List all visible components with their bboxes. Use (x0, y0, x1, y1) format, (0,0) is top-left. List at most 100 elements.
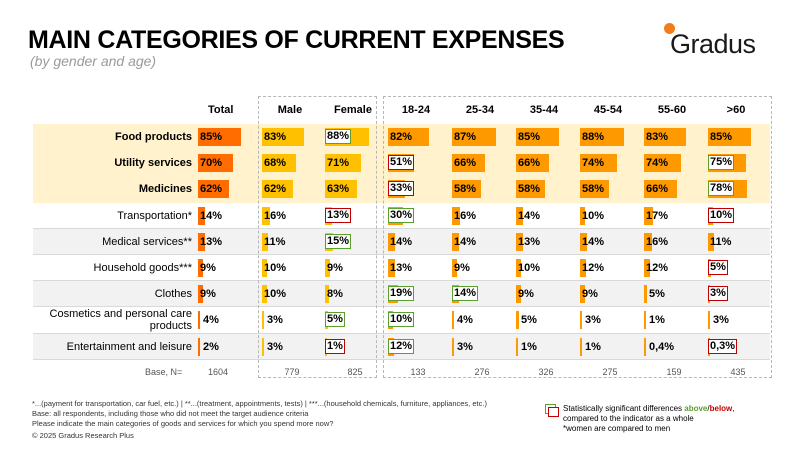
value-label: 51% (388, 155, 415, 171)
data-cell: 33% (388, 180, 448, 199)
value-label: 10% (264, 288, 287, 301)
value-bar (452, 259, 457, 277)
legend-above: above (684, 404, 708, 413)
data-cell: 16% (644, 232, 704, 251)
data-cell: 12% (580, 259, 640, 277)
data-cell: 8% (325, 285, 385, 304)
value-label: 14% (452, 286, 479, 302)
data-cell: 1% (516, 337, 576, 356)
data-cell: 4% (198, 311, 258, 330)
value-label: 85% (200, 131, 223, 143)
data-cell: 0,4% (644, 337, 704, 356)
value-label: 78% (708, 181, 735, 197)
data-cell: 13% (325, 206, 385, 225)
footnote-1: *...(payment for transportation, car fue… (32, 399, 487, 408)
data-cell: 10% (580, 206, 640, 225)
value-bar (325, 180, 357, 199)
data-cell: 11% (262, 232, 322, 251)
data-cell: 74% (644, 154, 704, 173)
value-bar (580, 206, 585, 225)
row-separator (33, 358, 770, 360)
data-cell: 19% (388, 285, 448, 304)
value-label: 16% (646, 235, 669, 248)
value-bar (580, 180, 609, 199)
value-label: 3% (267, 314, 283, 327)
value-bar (262, 206, 270, 225)
base-value: 825 (347, 367, 363, 377)
value-bar (452, 128, 496, 146)
value-label: 9% (454, 262, 470, 274)
data-cell: 62% (262, 180, 322, 199)
value-label: 0,4% (649, 340, 675, 353)
page-title: MAIN CATEGORIES OF CURRENT EXPENSES (28, 26, 565, 54)
data-cell: 14% (198, 206, 258, 225)
value-label: 63% (327, 183, 350, 196)
value-bar (516, 311, 519, 330)
column-header: Total (208, 104, 234, 116)
row-label: Utility services (114, 157, 192, 170)
data-cell: 3% (708, 285, 768, 304)
data-cell: 0,3% (708, 337, 768, 356)
footnotes: *...(payment for transportation, car fue… (32, 399, 487, 429)
row-separator (33, 254, 770, 255)
base-value: 326 (538, 367, 554, 377)
data-cell: 14% (452, 285, 512, 304)
row-label: Medicines (138, 183, 192, 196)
value-label: 74% (646, 157, 669, 170)
value-bar (516, 259, 521, 277)
row-label: Clothes (154, 288, 192, 301)
value-label: 4% (203, 314, 219, 327)
value-label: 16% (264, 209, 287, 222)
value-label: 14% (200, 209, 223, 222)
value-bar (198, 311, 200, 330)
data-cell: 14% (580, 232, 640, 251)
legend-line2: compared to the indicator as a whole (563, 414, 694, 423)
value-label: 9% (200, 262, 216, 274)
data-cell: 85% (198, 128, 258, 146)
data-cell: 13% (388, 259, 448, 277)
value-label: 58% (518, 183, 541, 196)
value-label: 9% (518, 288, 534, 301)
row-label: Cosmetics and personal care products (49, 308, 192, 333)
value-label: 1% (521, 340, 537, 353)
value-bar (708, 128, 751, 146)
base-value: 159 (666, 367, 682, 377)
value-label: 14% (582, 235, 605, 248)
value-bar (644, 232, 652, 251)
value-label: 88% (325, 129, 352, 144)
data-cell: 3% (580, 311, 640, 330)
value-label: 82% (390, 131, 413, 143)
data-cell: 13% (516, 232, 576, 251)
data-cell: 13% (198, 232, 258, 251)
data-cell: 85% (708, 128, 768, 146)
legend-suffix: , (732, 404, 735, 413)
value-label: 10% (708, 207, 735, 223)
value-label: 62% (200, 183, 223, 196)
value-bar (262, 285, 267, 304)
value-bar (388, 232, 395, 251)
data-cell: 5% (516, 311, 576, 330)
value-bar (262, 180, 293, 199)
value-bar (325, 259, 330, 277)
data-cell: 16% (452, 206, 512, 225)
legend-prefix: Statistically significant differences (563, 404, 685, 413)
data-cell: 66% (452, 154, 512, 173)
value-label: 85% (710, 131, 733, 143)
value-label: 12% (388, 338, 415, 354)
value-bar (580, 154, 617, 173)
value-bar (644, 206, 653, 225)
value-label: 1% (325, 338, 345, 354)
value-label: 9% (327, 262, 343, 274)
data-cell: 3% (708, 311, 768, 330)
data-cell: 87% (452, 128, 512, 146)
value-label: 12% (646, 262, 669, 274)
row-separator (33, 280, 770, 282)
copyright: © 2025 Gradus Research Plus (32, 431, 134, 440)
data-cell: 51% (388, 154, 448, 173)
data-cell: 66% (516, 154, 576, 173)
data-cell: 1% (644, 311, 704, 330)
data-cell: 14% (388, 232, 448, 251)
value-label: 11% (710, 235, 732, 248)
value-bar (452, 180, 481, 199)
value-label: 5% (708, 260, 728, 275)
